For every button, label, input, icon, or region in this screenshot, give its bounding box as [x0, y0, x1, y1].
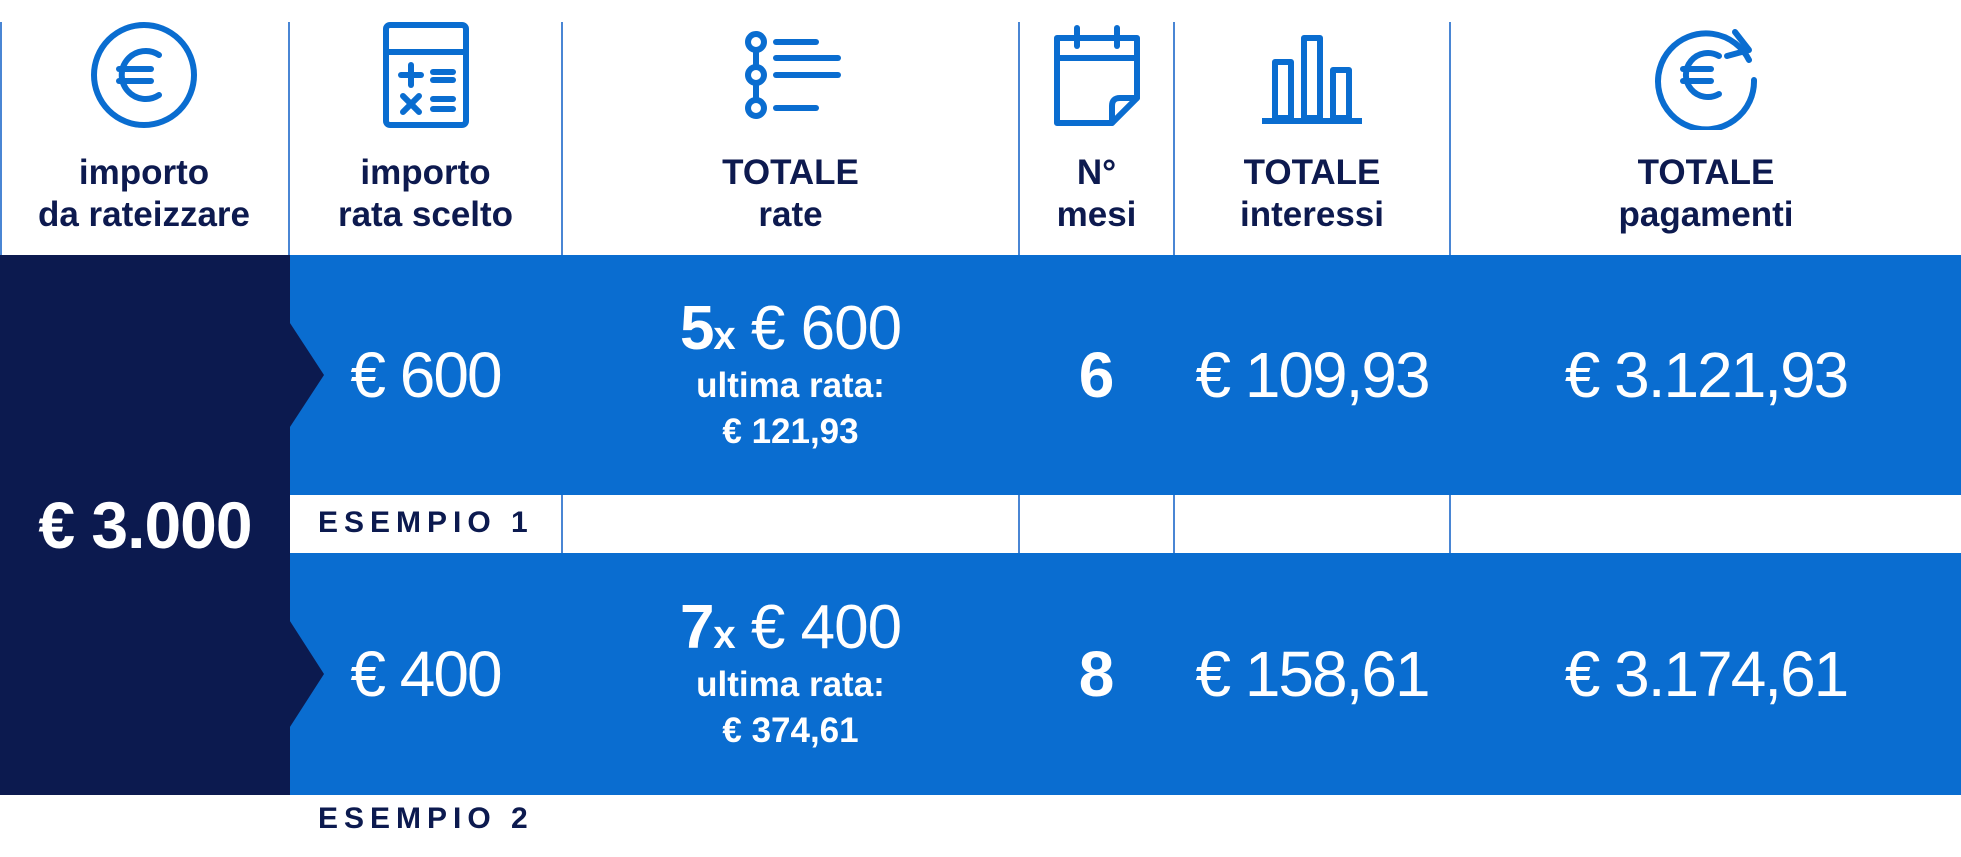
totale-rate-summary: 5x € 600: [679, 293, 902, 363]
totale-rate-cell: 7x € 400 ultima rata: € 374,61: [563, 553, 1018, 795]
header-label-line1: importo: [78, 153, 210, 192]
column-divider: [0, 22, 2, 255]
header-label-line2: rate: [758, 195, 823, 234]
rata-scelta-value: € 600: [350, 339, 502, 411]
mesi-cell: 6: [1020, 255, 1173, 495]
header-label-line1: importo: [360, 153, 491, 192]
ultima-rata-label: ultima rata:: [696, 366, 885, 406]
pagamenti-cell: € 3.174,61: [1451, 553, 1961, 795]
calendar-icon: [1042, 20, 1152, 130]
rata-value: € 400: [734, 592, 902, 662]
header-label-line1: TOTALE: [1637, 153, 1775, 192]
pagamenti-cell: € 3.121,93: [1451, 255, 1961, 495]
interessi-value: € 109,93: [1195, 339, 1430, 411]
header-label-line2: pagamenti: [1618, 195, 1794, 234]
rata-scelta-cell: € 400: [290, 553, 561, 795]
importo-da-rateizzare-value: € 3.000: [38, 488, 252, 562]
header-importo-rata-scelto: importo rata scelto: [290, 0, 561, 255]
header-totale-rate: TOTALE rate: [563, 0, 1018, 255]
header-totale-pagamenti: TOTALE pagamenti: [1451, 0, 1961, 255]
mesi-value: 6: [1078, 339, 1115, 411]
pagamenti-value: € 3.121,93: [1564, 339, 1849, 411]
pagamenti-value: € 3.174,61: [1564, 638, 1849, 710]
ultima-rata-value: € 374,61: [722, 711, 859, 751]
rata-value: € 600: [734, 293, 902, 363]
header-label-line1: TOTALE: [722, 153, 859, 192]
euro-circle-icon: [89, 20, 199, 130]
mesi-value: 8: [1078, 638, 1115, 710]
esempio-2-row: € 400 7x € 400 ultima rata: € 374,61 8 €…: [290, 553, 1961, 795]
list-icon: [736, 20, 846, 130]
totale-rate-summary: 7x € 400: [679, 592, 902, 662]
bar-chart-icon: [1257, 20, 1367, 130]
row-arrow-notch: [288, 553, 324, 795]
interessi-cell: € 109,93: [1175, 255, 1449, 495]
header-label-line1: N°: [1076, 153, 1117, 192]
esempio-2-label: ESEMPIO 2: [318, 802, 534, 835]
times-symbol: x: [713, 612, 735, 657]
header-importo-da-rateizzare: importo da rateizzare: [0, 0, 288, 255]
header-label-line2: interessi: [1240, 195, 1384, 234]
n-rate-value: 5: [679, 293, 714, 363]
times-symbol: x: [713, 313, 735, 358]
mesi-cell: 8: [1020, 553, 1173, 795]
interessi-cell: € 158,61: [1175, 553, 1449, 795]
interessi-value: € 158,61: [1195, 638, 1430, 710]
euro-refresh-icon: [1651, 20, 1761, 130]
ultima-rata-label: ultima rata:: [696, 665, 885, 705]
rata-scelta-cell: € 600: [290, 255, 561, 495]
ultima-rata-value: € 121,93: [722, 412, 859, 452]
header-label-line1: TOTALE: [1243, 153, 1381, 192]
importo-da-rateizzare-cell: € 3.000: [0, 255, 290, 795]
esempio-1-label: ESEMPIO 1: [318, 506, 534, 539]
header-totale-interessi: TOTALE interessi: [1175, 0, 1449, 255]
totale-rate-cell: 5x € 600 ultima rata: € 121,93: [563, 255, 1018, 495]
header-n-mesi: N° mesi: [1020, 0, 1173, 255]
header-label-line2: mesi: [1056, 195, 1137, 234]
row-arrow-notch: [288, 255, 324, 495]
header-label-line2: rata scelto: [337, 195, 514, 234]
esempio-1-row: € 600 5x € 600 ultima rata: € 121,93 6 €…: [290, 255, 1961, 495]
n-rate-value: 7: [679, 592, 714, 662]
calculator-icon: [371, 20, 481, 130]
rata-scelta-value: € 400: [350, 638, 502, 710]
header-label-line2: da rateizzare: [37, 195, 251, 234]
